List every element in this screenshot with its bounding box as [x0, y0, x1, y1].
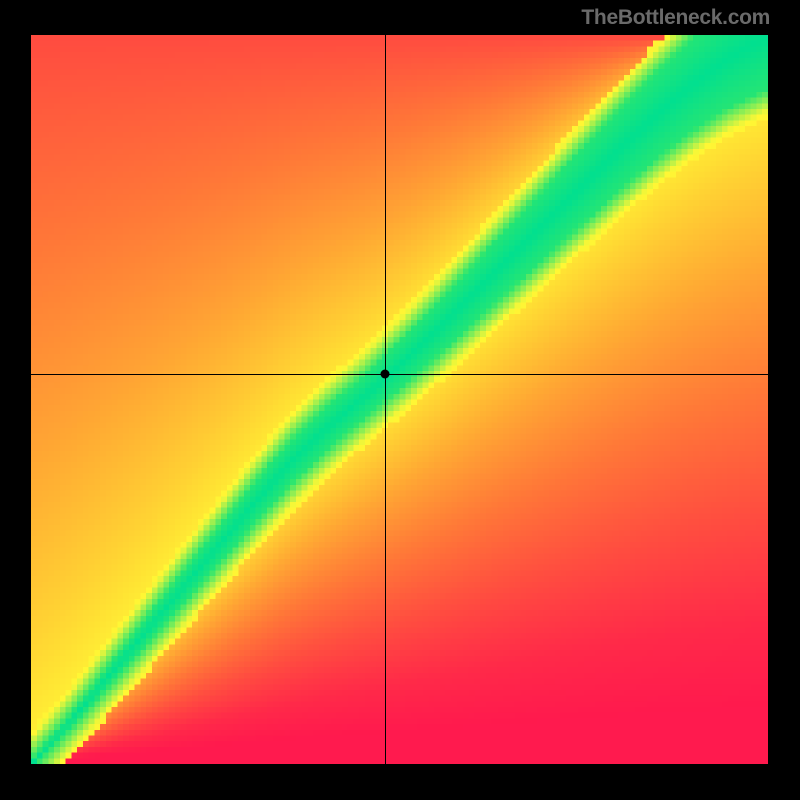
- crosshair-vertical: [385, 35, 386, 764]
- watermark-text: TheBottleneck.com: [581, 6, 770, 30]
- plot-area: [31, 35, 768, 764]
- heatmap-canvas: [31, 35, 768, 764]
- crosshair-horizontal: [31, 374, 768, 375]
- marker-dot: [381, 369, 390, 378]
